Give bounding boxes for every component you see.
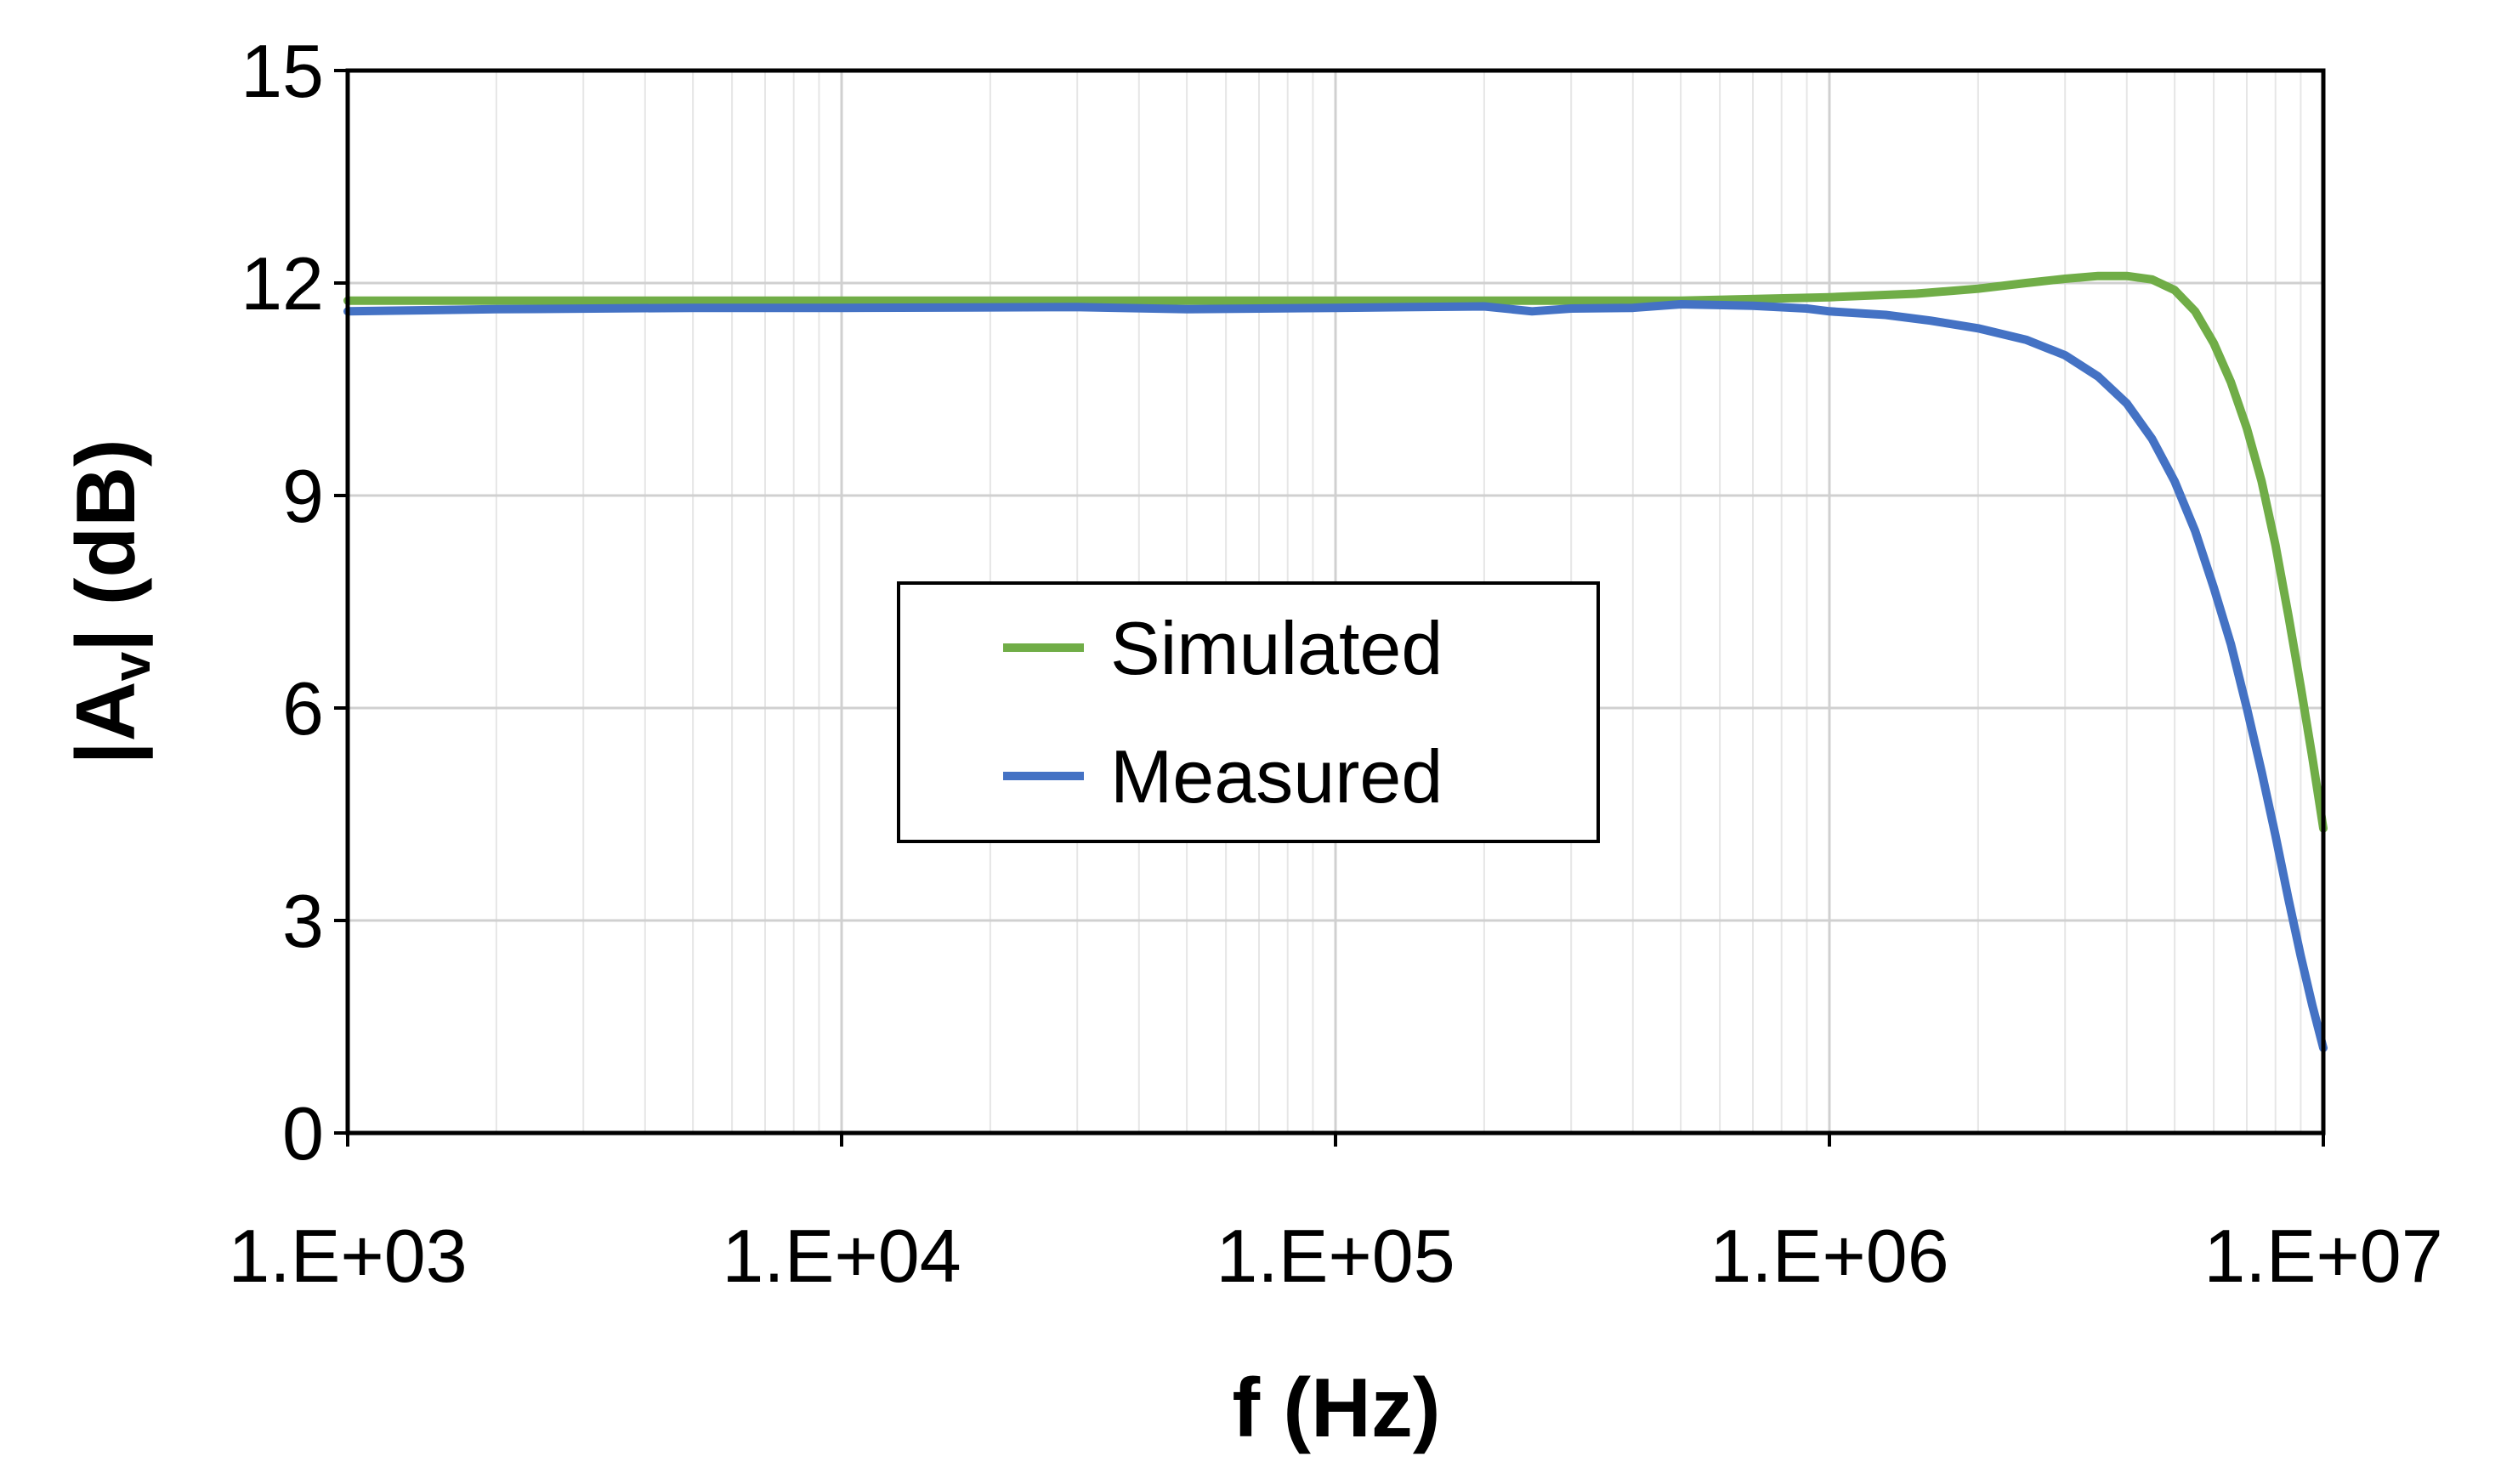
y-axis-title-end: | (dB) bbox=[59, 439, 154, 652]
y-tick-labels: 0 3 6 9 12 15 bbox=[241, 29, 324, 1175]
y-axis-title: |Av| (dB) bbox=[59, 439, 162, 764]
series-line-simulated bbox=[343, 271, 2328, 833]
y-axis-title-subscript: v bbox=[103, 651, 162, 681]
x-tick-label: 1.E+03 bbox=[228, 1214, 467, 1298]
y-tick-label: 3 bbox=[282, 879, 324, 963]
legend-label-measured: Measured bbox=[1110, 734, 1443, 818]
legend-box bbox=[897, 581, 1600, 843]
y-tick-label: 6 bbox=[282, 666, 324, 750]
x-tick-label: 1.E+05 bbox=[1216, 1214, 1455, 1298]
legend: Simulated Measured bbox=[897, 581, 1600, 843]
y-tick-label: 12 bbox=[241, 241, 324, 326]
series-line-measured bbox=[343, 300, 2328, 1052]
y-axis-title-main: |A bbox=[59, 681, 154, 764]
x-tick-label: 1.E+06 bbox=[1710, 1214, 1948, 1298]
y-tick-label: 0 bbox=[282, 1091, 324, 1175]
x-tick-labels: 1.E+03 1.E+04 1.E+05 1.E+06 1.E+07 bbox=[228, 1214, 2442, 1298]
x-axis-title: f (Hz) bbox=[1233, 1361, 1441, 1454]
legend-label-simulated: Simulated bbox=[1110, 606, 1443, 690]
x-tick-label: 1.E+07 bbox=[2203, 1214, 2442, 1298]
y-tick-label: 9 bbox=[282, 454, 324, 538]
series-layer bbox=[343, 271, 2328, 1052]
x-tick-label: 1.E+04 bbox=[722, 1214, 961, 1298]
y-tick-label: 15 bbox=[241, 29, 324, 113]
plot-area-frame bbox=[345, 68, 2326, 1136]
